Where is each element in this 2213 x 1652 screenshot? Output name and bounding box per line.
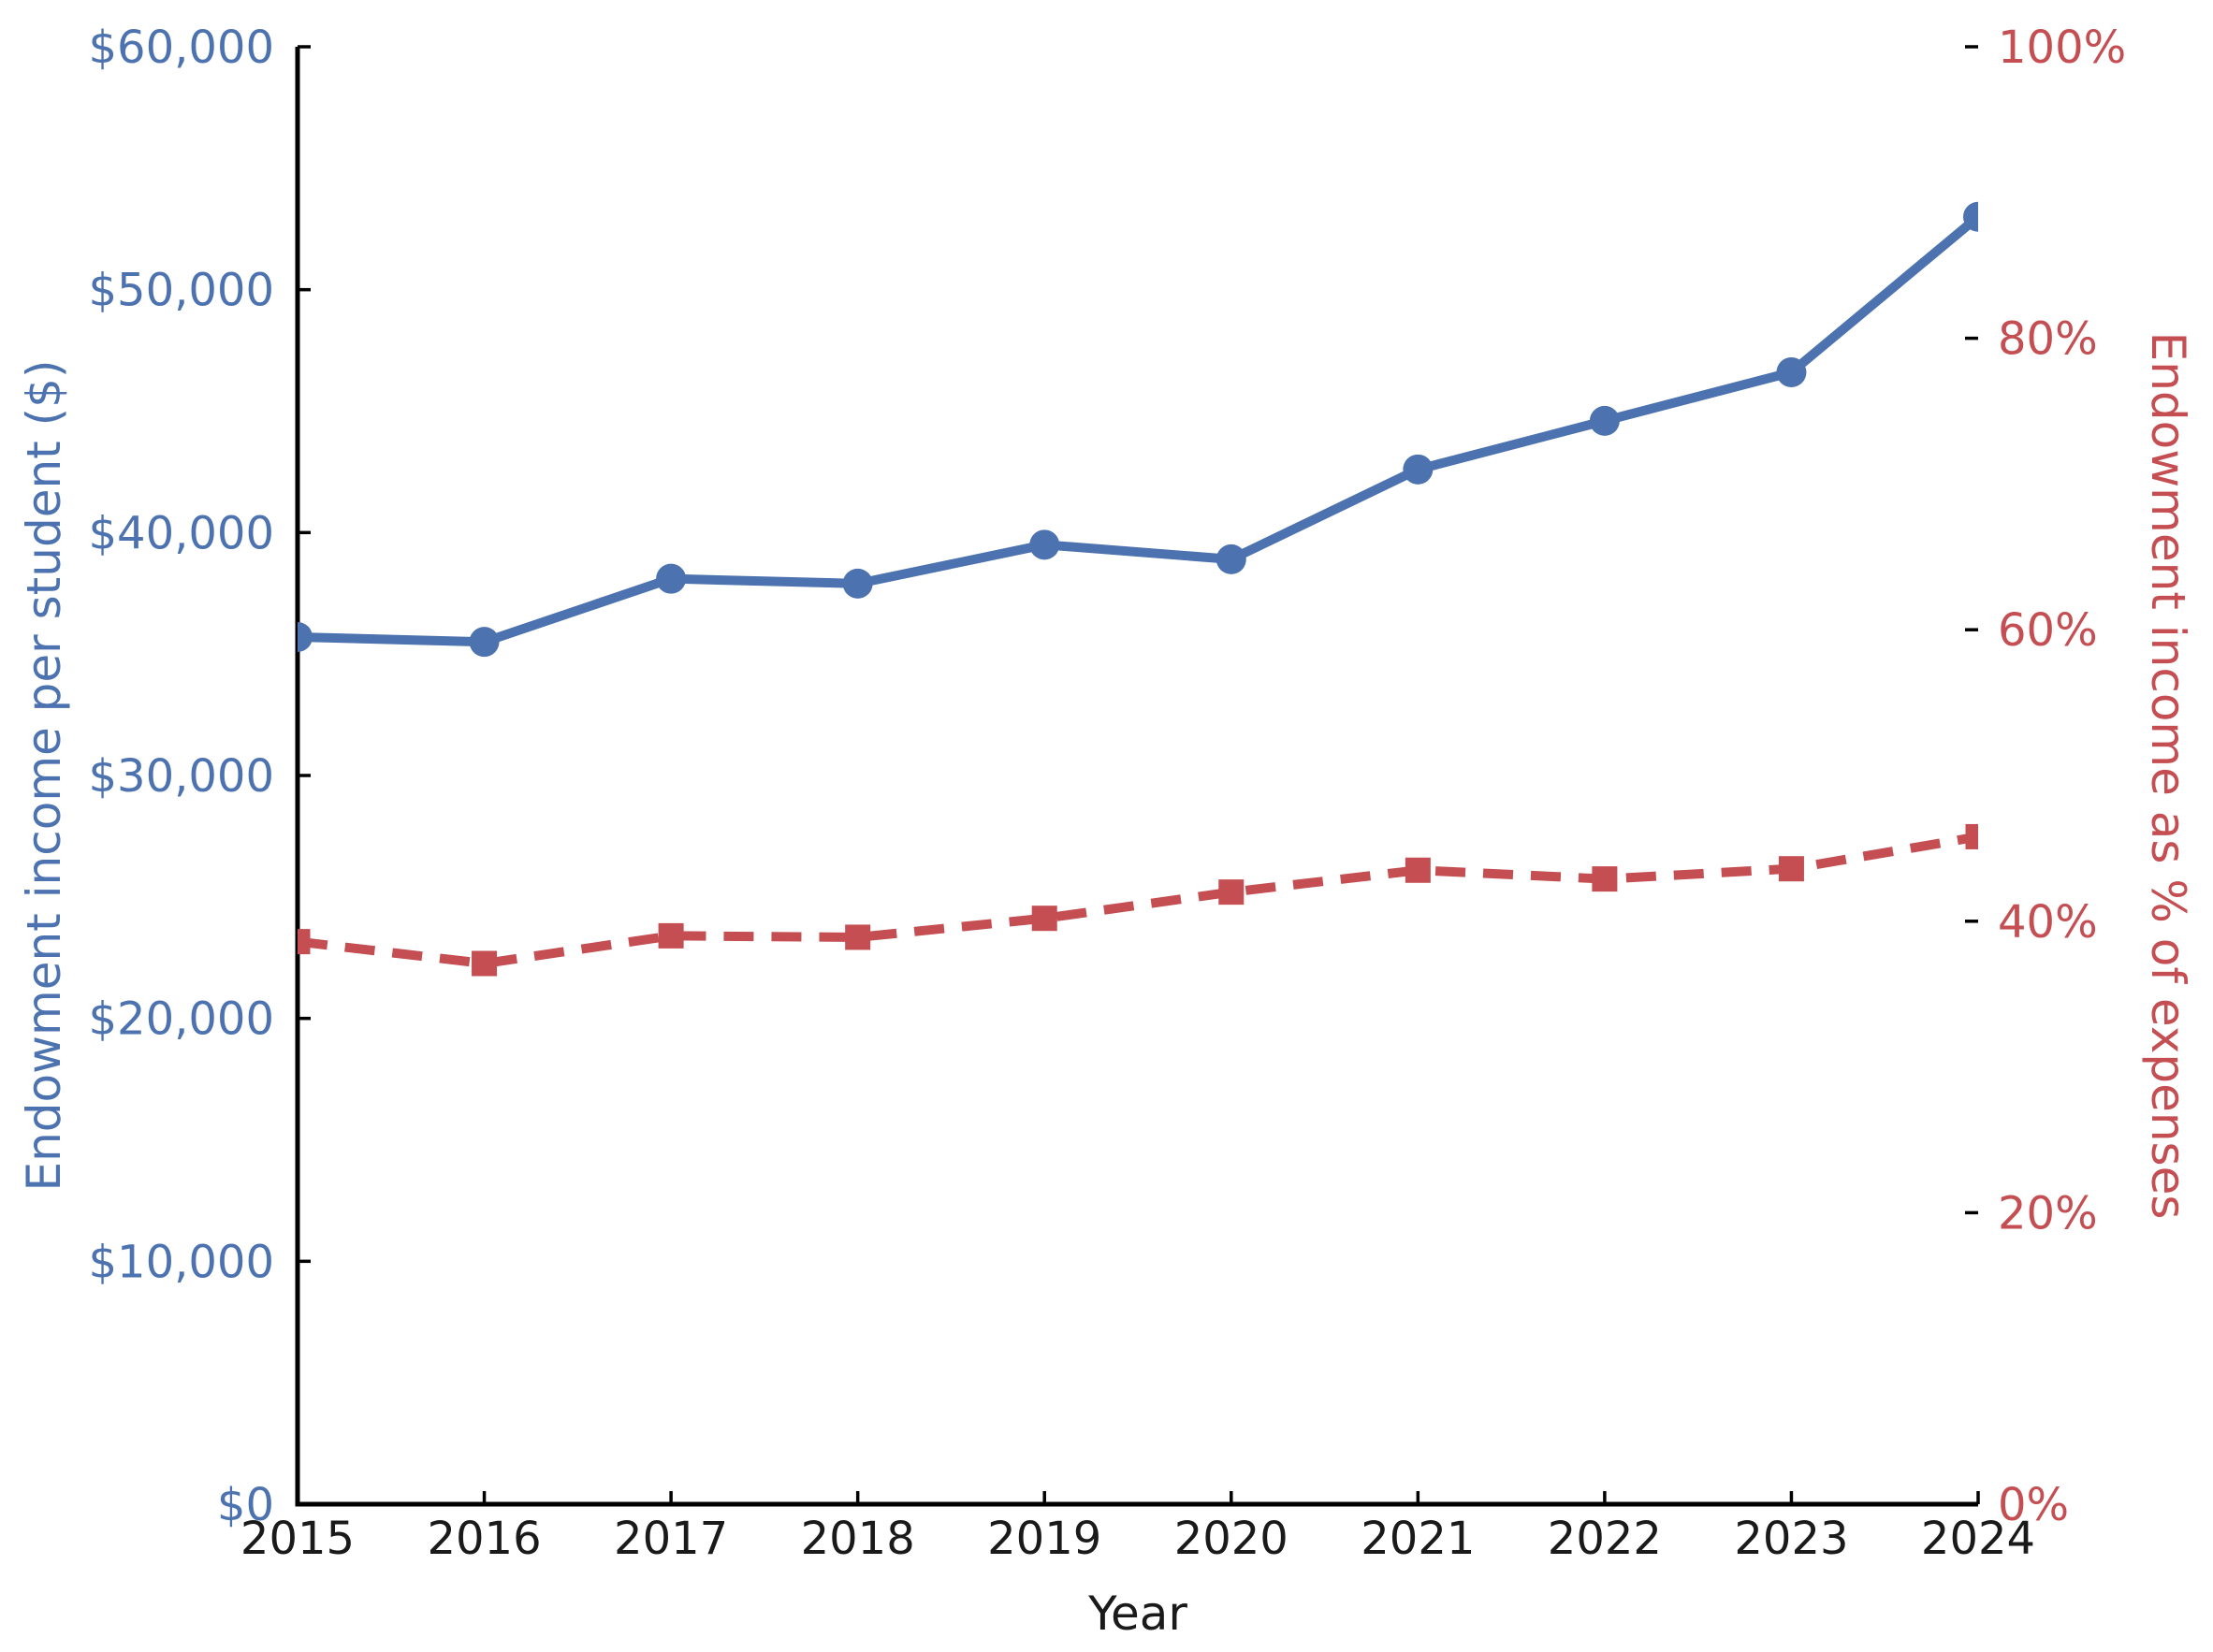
data-point-circle	[1029, 529, 1060, 560]
data-point-circle	[656, 563, 687, 594]
data-point-circle	[1963, 201, 1978, 232]
data-point-square	[298, 929, 311, 955]
y-left-tick-label: $20,000	[89, 993, 275, 1046]
x-tick-label: 2024	[1921, 1513, 2035, 1565]
y-right-tick-label: 0%	[1998, 1479, 2069, 1531]
y-axis-right: 0% 20% 40% 60% 80% 100%	[1965, 22, 2126, 1531]
series-line-left	[298, 212, 1978, 647]
data-point-square	[1405, 857, 1431, 883]
series-left	[298, 201, 1978, 658]
x-tick-label: 2017	[614, 1513, 728, 1565]
y-axis-right-title: Endowment income as % of expenses	[2141, 332, 2195, 1220]
data-point-circle	[842, 568, 873, 599]
data-point-circle	[1403, 454, 1434, 485]
y-left-tick-label: $50,000	[89, 265, 275, 317]
x-tick-label: 2015	[240, 1513, 355, 1565]
data-point-square	[845, 924, 871, 950]
x-tick-label: 2018	[801, 1513, 915, 1565]
series-line-right	[298, 832, 1978, 969]
x-tick-label: 2021	[1361, 1513, 1475, 1565]
data-point-square	[1965, 823, 1978, 849]
y-left-tick-label: $60,000	[89, 22, 275, 74]
y-left-tick-label: $40,000	[89, 507, 275, 559]
data-point-square	[1778, 856, 1804, 882]
data-point-square	[1592, 866, 1618, 892]
data-point-circle	[469, 627, 500, 658]
y-left-tick-label: $10,000	[89, 1236, 275, 1288]
y-left-tick-label: $0	[217, 1479, 274, 1531]
y-axis-left: $0 $10,000 $20,000 $30,000 $40,000 $50,000 $60…	[89, 22, 311, 1531]
x-tick-label: 2019	[987, 1513, 1101, 1565]
x-tick-label: 2020	[1174, 1513, 1288, 1565]
x-tick-label: 2016	[427, 1513, 541, 1565]
y-right-tick-label: 80%	[1998, 313, 2098, 366]
data-point-square	[1031, 906, 1057, 932]
data-point-square	[658, 922, 684, 949]
data-point-square	[472, 950, 498, 977]
y-right-tick-label: 60%	[1998, 604, 2098, 657]
y-right-tick-label: 20%	[1998, 1187, 2098, 1239]
y-axis-left-title: Endowment income per student ($)	[17, 360, 71, 1192]
series-right	[298, 823, 1978, 977]
data-point-circle	[1589, 405, 1620, 436]
data-point-square	[1218, 879, 1245, 906]
data-point-circle	[1776, 356, 1807, 387]
y-right-tick-label: 40%	[1998, 896, 2098, 949]
data-point-circle	[1216, 543, 1246, 574]
data-point-circle	[298, 621, 313, 652]
x-axis: 2015 2016 2017 2018 2019 2020 2021 2022 2023 2024	[240, 1491, 2035, 1565]
y-right-tick-label: 100%	[1998, 22, 2126, 74]
x-tick-label: 2022	[1548, 1513, 1662, 1565]
x-axis-title: Year	[1087, 1587, 1187, 1641]
x-tick-label: 2023	[1734, 1513, 1848, 1565]
y-left-tick-label: $30,000	[89, 750, 275, 803]
